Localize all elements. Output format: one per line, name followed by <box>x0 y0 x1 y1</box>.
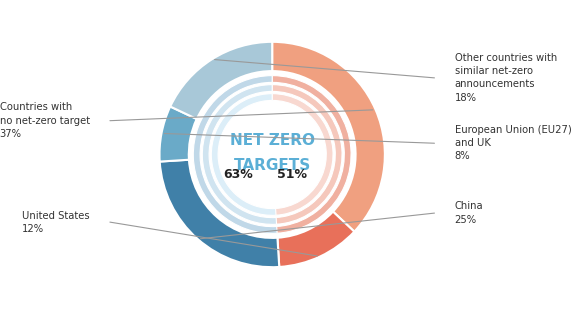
Text: NET ZERO: NET ZERO <box>230 133 315 149</box>
Wedge shape <box>160 160 279 267</box>
Wedge shape <box>228 94 333 215</box>
Text: TARGETS: TARGETS <box>234 158 311 173</box>
Wedge shape <box>202 85 276 224</box>
Text: European Union (EU27)
and UK
8%: European Union (EU27) and UK 8% <box>455 125 571 161</box>
Text: Other countries with
similar net-zero
announcements
18%: Other countries with similar net-zero an… <box>455 53 557 103</box>
Wedge shape <box>221 85 342 224</box>
Text: 51%: 51% <box>278 168 307 181</box>
Wedge shape <box>278 212 355 267</box>
Wedge shape <box>194 76 277 233</box>
Wedge shape <box>159 107 197 162</box>
Wedge shape <box>170 42 272 119</box>
Text: Countries with
no net-zero target
37%: Countries with no net-zero target 37% <box>0 103 90 139</box>
Wedge shape <box>211 94 276 215</box>
Wedge shape <box>215 76 351 233</box>
Wedge shape <box>272 42 385 232</box>
Text: United States
12%: United States 12% <box>22 210 90 234</box>
Text: 63%: 63% <box>223 168 254 181</box>
Text: China
25%: China 25% <box>455 201 484 225</box>
